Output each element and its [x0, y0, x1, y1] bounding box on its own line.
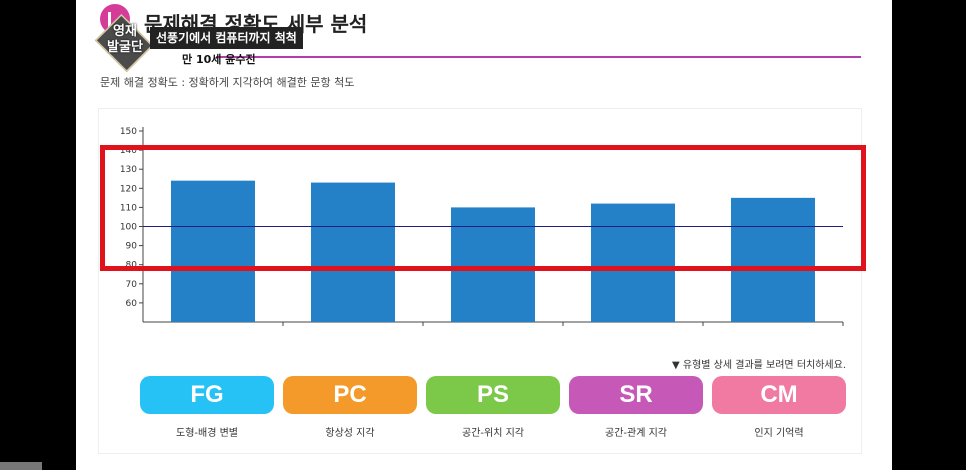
type-sr[interactable]: SR 공간-관계 지각: [569, 376, 703, 439]
chart-container: 60 70 80 90 100 110 120 130 140 150: [98, 108, 862, 454]
corner-overlay: [0, 462, 42, 470]
pc-button[interactable]: PC: [283, 376, 417, 414]
y-tick-label: 130: [120, 165, 137, 175]
y-tick-label: 140: [120, 146, 137, 156]
y-tick-label: 90: [126, 242, 138, 252]
y-tick-label: 70: [126, 280, 138, 290]
ps-button[interactable]: PS: [426, 376, 560, 414]
fg-label: 도형-배경 변별: [176, 428, 238, 439]
type-fg[interactable]: FG 도형-배경 변별: [140, 376, 274, 439]
y-tick-label: 110: [120, 203, 137, 213]
y-tick-label: 100: [120, 223, 137, 233]
pc-label: 항상성 지각: [325, 428, 375, 439]
bar-fg: [171, 180, 255, 322]
y-tick-label: 150: [120, 127, 137, 137]
app-screen: 문제해결 정확도 세부 분석 문제 해결 정확도 : 정확하게 지각하여 해결한…: [76, 0, 892, 470]
y-tick-label: 120: [120, 184, 137, 194]
sr-label: 공간-관계 지각: [605, 428, 667, 439]
broadcast-caption: 선풍기에서 컴퓨터까지 척척: [150, 27, 303, 49]
broadcast-subcaption: 만 10세 윤수진: [182, 53, 256, 66]
bar-pc: [311, 182, 395, 322]
sr-button[interactable]: SR: [569, 376, 703, 414]
accuracy-bar-chart: 60 70 80 90 100 110 120 130 140 150: [120, 127, 844, 326]
y-tick-label: 80: [126, 261, 138, 271]
type-pc[interactable]: PC 항상성 지각: [283, 376, 417, 439]
type-buttons: FG 도형-배경 변별 PC 항상성 지각 PS 공간-위치 지각 SR 공간-…: [140, 376, 846, 439]
title-divider: [216, 56, 861, 58]
type-ps[interactable]: PS 공간-위치 지각: [426, 376, 560, 439]
page-subtitle: 문제 해결 정확도 : 정확하게 지각하여 해결한 문항 척도: [100, 76, 355, 89]
type-cm[interactable]: CM 인지 기억력: [712, 376, 846, 439]
highlight-box: [100, 145, 866, 271]
y-tick-label: 60: [126, 299, 138, 309]
touch-hint: ▼ 유형별 상세 결과를 보려면 터치하세요.: [672, 360, 846, 371]
cm-button[interactable]: CM: [712, 376, 846, 414]
bar-cm: [731, 197, 815, 322]
cm-label: 인지 기억력: [754, 428, 804, 439]
bar-sr: [591, 203, 675, 322]
ps-label: 공간-위치 지각: [462, 428, 524, 439]
fg-button[interactable]: FG: [140, 376, 274, 414]
show-logo-text: 영재 발굴단: [107, 24, 143, 55]
